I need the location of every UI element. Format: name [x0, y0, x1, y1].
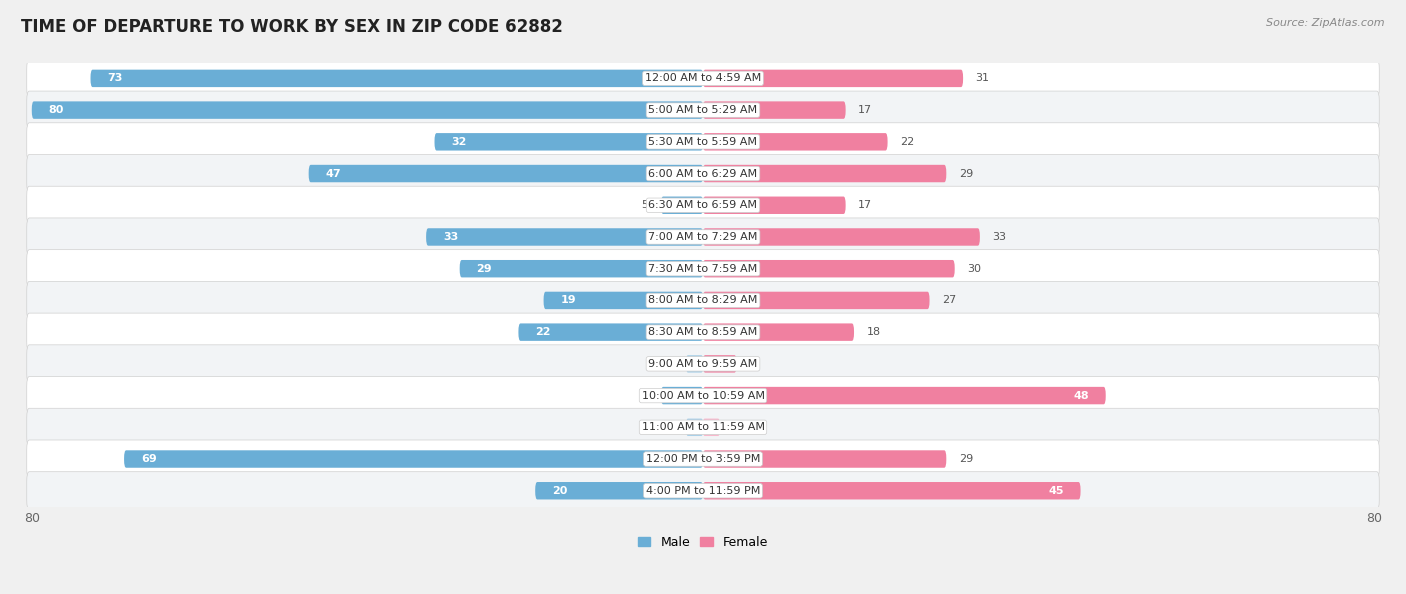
- Text: 19: 19: [561, 295, 576, 305]
- FancyBboxPatch shape: [703, 387, 1105, 405]
- FancyBboxPatch shape: [27, 187, 1379, 225]
- FancyBboxPatch shape: [703, 292, 929, 309]
- FancyBboxPatch shape: [703, 165, 946, 182]
- FancyBboxPatch shape: [27, 313, 1379, 351]
- FancyBboxPatch shape: [27, 440, 1379, 478]
- Text: 5:00 AM to 5:29 AM: 5:00 AM to 5:29 AM: [648, 105, 758, 115]
- FancyBboxPatch shape: [686, 419, 703, 436]
- Text: 22: 22: [900, 137, 914, 147]
- Text: 33: 33: [993, 232, 1007, 242]
- Text: 0: 0: [683, 422, 690, 432]
- FancyBboxPatch shape: [90, 69, 703, 87]
- FancyBboxPatch shape: [703, 450, 946, 467]
- Text: 45: 45: [1049, 486, 1064, 496]
- Text: 17: 17: [858, 200, 872, 210]
- Text: 4:00 PM to 11:59 PM: 4:00 PM to 11:59 PM: [645, 486, 761, 496]
- FancyBboxPatch shape: [27, 123, 1379, 161]
- FancyBboxPatch shape: [309, 165, 703, 182]
- FancyBboxPatch shape: [703, 482, 1081, 500]
- FancyBboxPatch shape: [703, 323, 853, 341]
- FancyBboxPatch shape: [536, 482, 703, 500]
- FancyBboxPatch shape: [27, 282, 1379, 320]
- Text: 5: 5: [641, 391, 648, 400]
- Text: 69: 69: [141, 454, 156, 464]
- Text: 31: 31: [976, 74, 990, 83]
- Text: TIME OF DEPARTURE TO WORK BY SEX IN ZIP CODE 62882: TIME OF DEPARTURE TO WORK BY SEX IN ZIP …: [21, 18, 562, 36]
- FancyBboxPatch shape: [27, 59, 1379, 97]
- Text: 7:00 AM to 7:29 AM: 7:00 AM to 7:29 AM: [648, 232, 758, 242]
- Text: 12:00 AM to 4:59 AM: 12:00 AM to 4:59 AM: [645, 74, 761, 83]
- Text: 5: 5: [641, 200, 648, 210]
- FancyBboxPatch shape: [703, 419, 720, 436]
- FancyBboxPatch shape: [703, 228, 980, 246]
- FancyBboxPatch shape: [460, 260, 703, 277]
- Text: 8:30 AM to 8:59 AM: 8:30 AM to 8:59 AM: [648, 327, 758, 337]
- Text: 18: 18: [866, 327, 880, 337]
- FancyBboxPatch shape: [703, 102, 845, 119]
- Text: 48: 48: [1073, 391, 1090, 400]
- Text: 10:00 AM to 10:59 AM: 10:00 AM to 10:59 AM: [641, 391, 765, 400]
- FancyBboxPatch shape: [703, 197, 845, 214]
- FancyBboxPatch shape: [544, 292, 703, 309]
- FancyBboxPatch shape: [661, 387, 703, 405]
- FancyBboxPatch shape: [27, 472, 1379, 510]
- Text: Source: ZipAtlas.com: Source: ZipAtlas.com: [1267, 18, 1385, 28]
- FancyBboxPatch shape: [27, 91, 1379, 129]
- Text: 5:30 AM to 5:59 AM: 5:30 AM to 5:59 AM: [648, 137, 758, 147]
- Text: 17: 17: [858, 105, 872, 115]
- FancyBboxPatch shape: [27, 408, 1379, 446]
- Text: 33: 33: [443, 232, 458, 242]
- FancyBboxPatch shape: [426, 228, 703, 246]
- Text: 27: 27: [942, 295, 956, 305]
- Text: 6:30 AM to 6:59 AM: 6:30 AM to 6:59 AM: [648, 200, 758, 210]
- Text: 22: 22: [536, 327, 551, 337]
- FancyBboxPatch shape: [434, 133, 703, 150]
- FancyBboxPatch shape: [27, 218, 1379, 256]
- Text: 7:30 AM to 7:59 AM: 7:30 AM to 7:59 AM: [648, 264, 758, 274]
- FancyBboxPatch shape: [703, 260, 955, 277]
- Text: 32: 32: [451, 137, 467, 147]
- FancyBboxPatch shape: [519, 323, 703, 341]
- FancyBboxPatch shape: [32, 102, 703, 119]
- FancyBboxPatch shape: [27, 345, 1379, 383]
- Text: 8:00 AM to 8:29 AM: 8:00 AM to 8:29 AM: [648, 295, 758, 305]
- Text: 47: 47: [325, 169, 342, 179]
- Text: 4: 4: [749, 359, 756, 369]
- Text: 29: 29: [959, 454, 973, 464]
- FancyBboxPatch shape: [703, 133, 887, 150]
- FancyBboxPatch shape: [703, 69, 963, 87]
- FancyBboxPatch shape: [703, 355, 737, 372]
- Text: 12:00 PM to 3:59 PM: 12:00 PM to 3:59 PM: [645, 454, 761, 464]
- FancyBboxPatch shape: [686, 355, 703, 372]
- Text: 80: 80: [49, 105, 63, 115]
- Text: 30: 30: [967, 264, 981, 274]
- FancyBboxPatch shape: [27, 377, 1379, 415]
- Text: 6:00 AM to 6:29 AM: 6:00 AM to 6:29 AM: [648, 169, 758, 179]
- FancyBboxPatch shape: [27, 154, 1379, 192]
- Text: 9:00 AM to 9:59 AM: 9:00 AM to 9:59 AM: [648, 359, 758, 369]
- Text: 29: 29: [959, 169, 973, 179]
- Text: 0: 0: [683, 359, 690, 369]
- Legend: Male, Female: Male, Female: [633, 530, 773, 554]
- Text: 73: 73: [107, 74, 122, 83]
- Text: 11:00 AM to 11:59 AM: 11:00 AM to 11:59 AM: [641, 422, 765, 432]
- FancyBboxPatch shape: [661, 197, 703, 214]
- Text: 0: 0: [716, 422, 723, 432]
- Text: 29: 29: [477, 264, 492, 274]
- Text: 20: 20: [553, 486, 568, 496]
- FancyBboxPatch shape: [124, 450, 703, 467]
- FancyBboxPatch shape: [27, 249, 1379, 287]
